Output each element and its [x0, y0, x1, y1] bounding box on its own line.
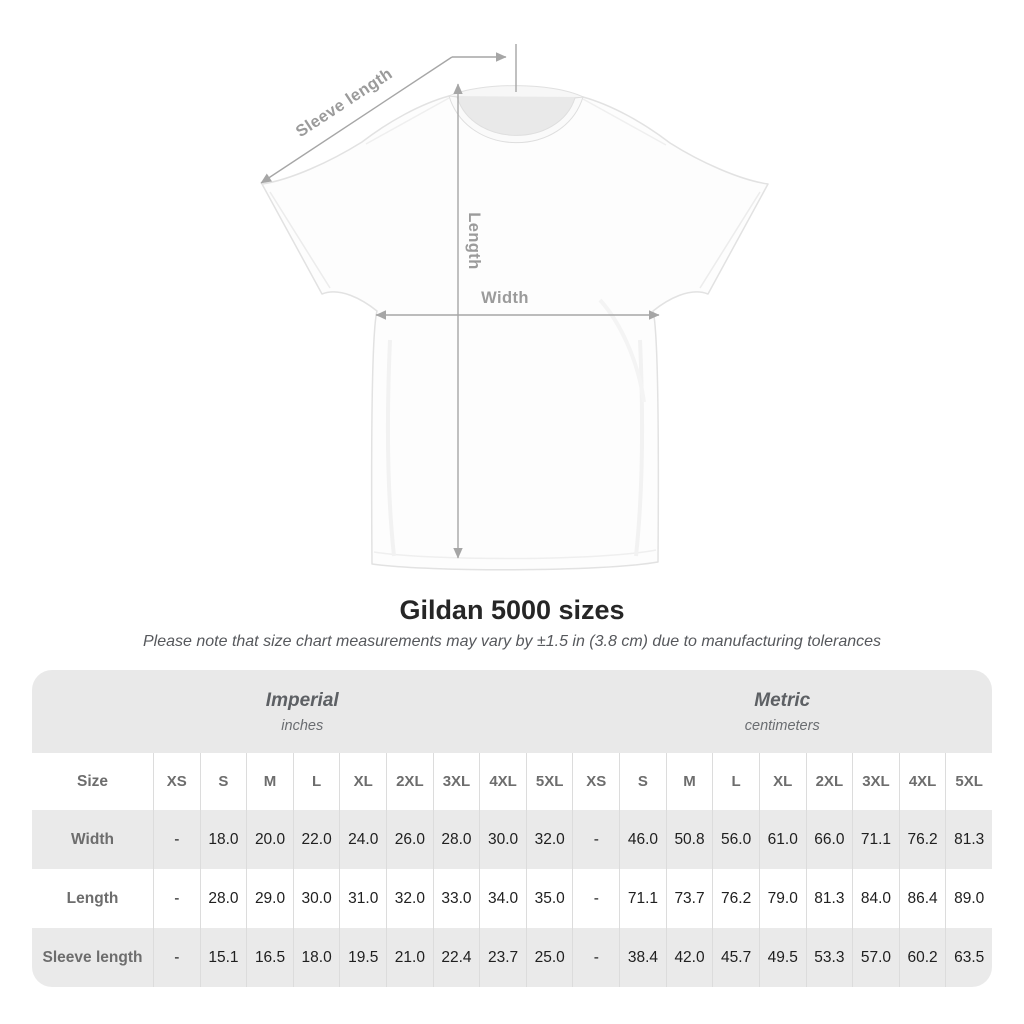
tolerance-note: Please note that size chart measurements…: [142, 633, 882, 650]
size-header-imperial-3xl: 3XL: [432, 753, 480, 810]
table-cell: -: [572, 869, 619, 928]
size-header-metric-5xl: 5XL: [945, 753, 992, 810]
size-header-imperial-l: L: [292, 753, 340, 810]
table-cell: 73.7: [665, 869, 713, 928]
table-cell: 24.0: [339, 810, 387, 869]
table-cell: 79.0: [758, 869, 806, 928]
size-header-imperial-5xl: 5XL: [525, 753, 573, 810]
row-label-width: Width: [32, 810, 153, 869]
row-label-length: Length: [66, 889, 119, 907]
tshirt-illustration: [261, 85, 769, 571]
table-cell: 18.0: [199, 810, 247, 869]
imperial-unit-label: inches: [281, 717, 324, 734]
table-cell: 18.0: [292, 928, 340, 987]
table-cell: 16.5: [246, 928, 293, 987]
size-table: Imperial inches Metric centimeters Size …: [32, 670, 992, 987]
table-cell: 84.0: [852, 869, 899, 928]
table-cell: 22.4: [432, 928, 480, 987]
table-cell: 21.0: [386, 928, 433, 987]
table-cell: 76.2: [712, 869, 759, 928]
table-cell: 23.7: [479, 928, 526, 987]
table-cell: 28.0: [432, 810, 480, 869]
table-cell: 20.0: [246, 810, 293, 869]
size-header-imperial-m: M: [246, 753, 293, 810]
size-header-imperial-s: S: [199, 753, 247, 810]
table-cell: 56.0: [712, 810, 759, 869]
table-cell: 19.5: [339, 928, 387, 987]
table-cell: 30.0: [292, 869, 340, 928]
table-cell: 81.3: [945, 810, 992, 869]
metric-unit-label: centimeters: [744, 717, 820, 734]
length-label: Length: [465, 212, 483, 269]
metric-label: Metric: [754, 689, 811, 711]
table-cell: 31.0: [339, 869, 386, 928]
table-cell: 30.0: [479, 810, 526, 869]
row-label-sleeve-length: Sleeve length: [32, 928, 153, 987]
metric-unit-header: Metric centimeters: [572, 670, 992, 753]
table-cell: 35.0: [525, 869, 573, 928]
sleeve-length-arrow: [260, 56, 453, 184]
table-cell: 26.0: [386, 810, 433, 869]
table-cell: -: [153, 810, 200, 869]
size-header-metric-4xl: 4XL: [898, 753, 946, 810]
table-cell: 15.1: [199, 928, 247, 987]
table-cell: 71.1: [852, 810, 899, 869]
table-cell: 76.2: [898, 810, 946, 869]
size-column-header: Size: [76, 772, 108, 790]
page-title: Gildan 5000 sizes: [399, 595, 625, 625]
table-cell: 45.7: [712, 928, 759, 987]
table-cell: -: [153, 869, 200, 928]
table-cell: 53.3: [805, 928, 853, 987]
table-cell: 25.0: [525, 928, 573, 987]
table-cell: 28.0: [199, 869, 247, 928]
size-header-imperial-4xl: 4XL: [479, 753, 526, 810]
size-header-metric-xs: XS: [572, 753, 619, 810]
table-cell: 66.0: [805, 810, 853, 869]
size-header-imperial-xl: XL: [339, 753, 386, 810]
size-header-metric-2xl: 2XL: [805, 753, 853, 810]
table-cell: 49.5: [758, 928, 806, 987]
table-cell: -: [153, 928, 200, 987]
tshirt-diagram-svg: Sleeve length Length Width: [260, 44, 769, 571]
table-cell: 50.8: [665, 810, 713, 869]
table-cell: -: [572, 810, 620, 869]
table-cell: 86.4: [898, 869, 946, 928]
size-header-metric-xl: XL: [758, 753, 806, 810]
tshirt-diagram: Sleeve length Length Width: [260, 44, 769, 571]
size-header-metric-m: M: [665, 753, 713, 810]
size-header-metric-l: L: [712, 753, 759, 810]
table-cell: 57.0: [852, 928, 899, 987]
imperial-unit-header: Imperial inches: [32, 670, 573, 753]
table-cell: 60.2: [898, 928, 946, 987]
measurement-annotations: [260, 44, 660, 559]
table-cell: 29.0: [246, 869, 293, 928]
table-cell: 63.5: [945, 928, 992, 987]
table-cell: 38.4: [619, 928, 666, 987]
table-cell: 32.0: [386, 869, 433, 928]
size-header-imperial-xs: XS: [153, 753, 200, 810]
table-cell: 81.3: [805, 869, 853, 928]
size-header-imperial-2xl: 2XL: [386, 753, 433, 810]
table-cell: 46.0: [619, 810, 666, 869]
size-header-metric-s: S: [619, 753, 666, 810]
imperial-label: Imperial: [265, 689, 339, 711]
size-header-metric-3xl: 3XL: [852, 753, 899, 810]
width-label: Width: [481, 289, 529, 307]
table-cell: 32.0: [525, 810, 573, 869]
table-cell: 22.0: [292, 810, 340, 869]
table-cell: 34.0: [479, 869, 526, 928]
table-cell: 33.0: [432, 869, 480, 928]
table-cell: -: [572, 928, 620, 987]
table-cell: 71.1: [619, 869, 666, 928]
table-cell: 89.0: [945, 869, 992, 928]
table-cell: 61.0: [758, 810, 806, 869]
table-cell: 42.0: [665, 928, 713, 987]
